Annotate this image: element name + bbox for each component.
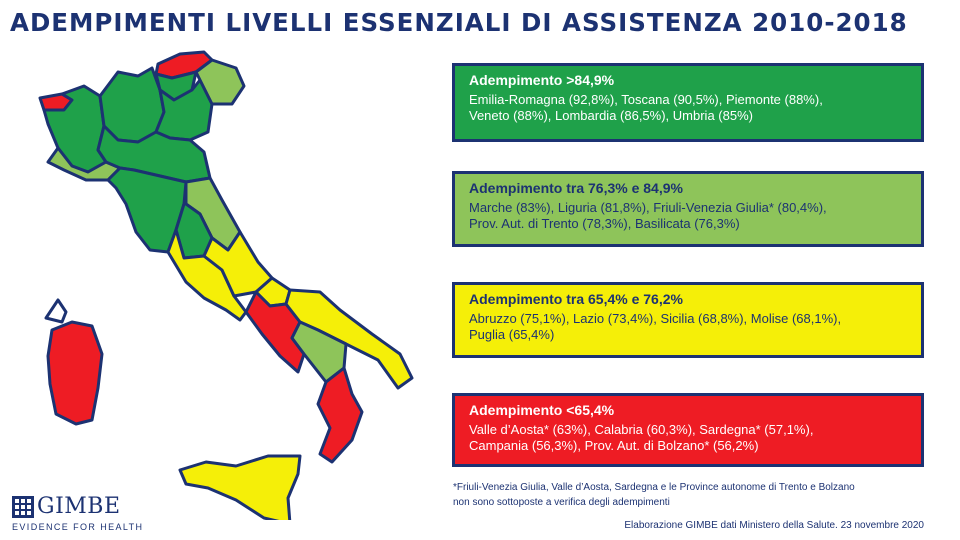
region-sicilia	[178, 454, 302, 520]
legend-light-green-line2: Prov. Aut. di Trento (78,3%), Basilicata…	[469, 216, 740, 231]
gimbe-grid-icon	[12, 496, 34, 518]
footnote-line2: non sono sottoposte a verifica degli ade…	[453, 497, 670, 508]
region-corsica	[44, 298, 68, 324]
legend-red-heading: Adempimento <65,4%	[469, 402, 615, 418]
legend-green-line2: Veneto (88%), Lombardia (86,5%), Umbria …	[469, 108, 753, 123]
legend-box-red: Adempimento <65,4% Valle d’Aosta* (63%),…	[452, 393, 924, 467]
region-friuli	[194, 58, 246, 106]
gimbe-logo: GIMBE EVIDENCE FOR HEALTH	[12, 494, 152, 536]
footnote-line1: *Friuli-Venezia Giulia, Valle d’Aosta, S…	[453, 482, 855, 493]
italy-regions-map	[38, 50, 414, 520]
logo-tagline: EVIDENCE FOR HEALTH	[12, 522, 144, 532]
footnote: *Friuli-Venezia Giulia, Valle d’Aosta, S…	[453, 480, 933, 510]
region-sardegna	[46, 320, 104, 426]
logo-wordmark: GIMBE	[37, 494, 121, 519]
legend-box-yellow: Adempimento tra 65,4% e 76,2% Abruzzo (7…	[452, 282, 924, 358]
legend-light-green-heading: Adempimento tra 76,3% e 84,9%	[469, 180, 683, 196]
legend-green-line1: Emilia-Romagna (92,8%), Toscana (90,5%),…	[469, 92, 823, 107]
legend-yellow-heading: Adempimento tra 65,4% e 76,2%	[469, 291, 683, 307]
legend-yellow-line1: Abruzzo (75,1%), Lazio (73,4%), Sicilia …	[469, 311, 842, 326]
source-credit: Elaborazione GIMBE dati Ministero della …	[624, 520, 924, 531]
page-title: ADEMPIMENTI LIVELLI ESSENZIALI DI ASSIST…	[10, 8, 908, 37]
legend-box-green: Adempimento >84,9% Emilia-Romagna (92,8%…	[452, 63, 924, 142]
legend-box-light-green: Adempimento tra 76,3% e 84,9% Marche (83…	[452, 171, 924, 247]
legend-yellow-line2: Puglia (65,4%)	[469, 327, 555, 342]
legend-green-heading: Adempimento >84,9%	[469, 72, 615, 88]
region-lazio	[166, 228, 248, 322]
legend-light-green-line1: Marche (83%), Liguria (81,8%), Friuli-Ve…	[469, 200, 827, 215]
legend-red-line2: Campania (56,3%), Prov. Aut. di Bolzano*…	[469, 438, 759, 453]
legend-red-line1: Valle d’Aosta* (63%), Calabria (60,3%), …	[469, 422, 814, 437]
region-veneto	[154, 78, 214, 142]
region-calabria	[316, 366, 364, 464]
